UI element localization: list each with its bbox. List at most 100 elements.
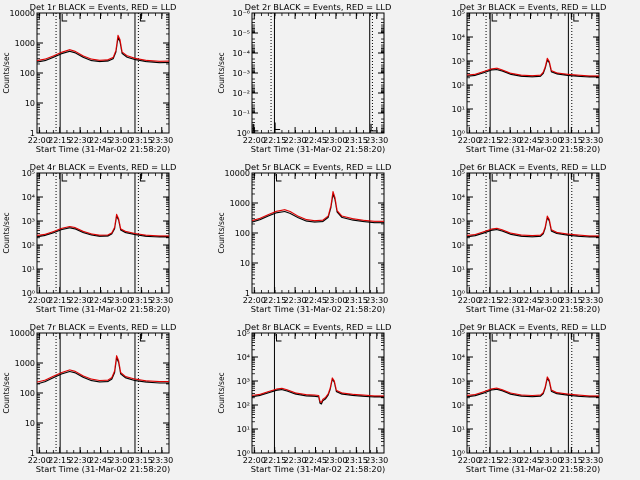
y-tick-label: 1 bbox=[245, 289, 250, 298]
y-tick-label: 10¹ bbox=[452, 425, 465, 434]
x-tick-label: 23:00 bbox=[109, 296, 132, 305]
x-tick-label: 22:30 bbox=[69, 136, 92, 145]
x-tick-label: 23:15 bbox=[130, 456, 153, 465]
panel-det-2r: Det 2r BLACK = Events, RED = LLD 10⁰ 10⁻¹ 1… bbox=[217, 2, 391, 154]
x-tick-label: 23:00 bbox=[539, 136, 562, 145]
x-tick-label: 22:45 bbox=[304, 296, 327, 305]
x-tick-label: 22:00 bbox=[243, 136, 266, 145]
panel-title: Det 2r BLACK = Events, RED = LLD bbox=[245, 2, 392, 12]
y-tick-label: 10⁴ bbox=[452, 353, 465, 362]
x-tick-label: 23:15 bbox=[560, 456, 583, 465]
y-tick-label: 10⁻⁶ bbox=[232, 9, 250, 18]
plot-frame bbox=[466, 172, 600, 294]
y-tick-label: 10³ bbox=[237, 377, 250, 386]
panel-det-4r: Det 4r BLACK = Events, RED = LLD 10⁰ 10¹ 10… bbox=[2, 162, 176, 314]
x-tick-label: 22:00 bbox=[458, 136, 481, 145]
x-tick-label: 22:15 bbox=[48, 456, 71, 465]
y-axis-label: Counts/sec bbox=[2, 212, 11, 253]
y-tick-label: 1000 bbox=[230, 199, 250, 208]
segment-marker bbox=[573, 334, 579, 342]
x-axis-label: Start Time (31-Mar-02 21:58:20) bbox=[466, 304, 600, 314]
panel-det-5r: Det 5r BLACK = Events, RED = LLD 1 10 100 10… bbox=[217, 162, 391, 314]
plot-frame bbox=[36, 332, 170, 454]
x-tick-label: 23:30 bbox=[580, 136, 603, 145]
x-tick-label: 22:45 bbox=[519, 296, 542, 305]
series-events-line bbox=[251, 193, 384, 224]
segment-marker bbox=[274, 122, 281, 131]
y-tick-label: 10⁵ bbox=[237, 329, 250, 338]
panel-det-9r: Det 9r BLACK = Events, RED = LLD 10⁰ 10¹ 10… bbox=[452, 322, 607, 474]
y-tick-label: 10¹ bbox=[237, 425, 250, 434]
series-lld-line bbox=[36, 213, 169, 237]
x-tick-label: 22:00 bbox=[28, 456, 51, 465]
x-tick-label: 22:15 bbox=[478, 136, 501, 145]
y-tick-label: 10⁰ bbox=[452, 289, 465, 298]
x-tick-label: 22:15 bbox=[478, 456, 501, 465]
panel-det-7r: Det 7r BLACK = Events, RED = LLD 1 10 100 10… bbox=[2, 322, 176, 474]
segment-marker bbox=[491, 14, 498, 22]
panel-det-1r: Det 1r BLACK = Events, RED = LLD 1 10 100 10… bbox=[2, 2, 176, 154]
plot-frame bbox=[466, 12, 600, 134]
series-events-line bbox=[466, 216, 599, 238]
x-tick-label: 23:15 bbox=[345, 296, 368, 305]
panel-det-3r: Det 3r BLACK = Events, RED = LLD 10⁰ 10¹ 10… bbox=[452, 2, 607, 154]
y-tick-label: 10³ bbox=[22, 217, 35, 226]
y-tick-label: 10000 bbox=[10, 9, 35, 18]
x-tick-label: 22:30 bbox=[69, 296, 92, 305]
x-axis-label: Start Time (31-Mar-02 21:58:20) bbox=[36, 144, 170, 154]
segment-marker bbox=[61, 14, 68, 22]
panel-title: Det 3r BLACK = Events, RED = LLD bbox=[460, 2, 607, 12]
x-tick-label: 22:30 bbox=[69, 456, 92, 465]
x-tick-label: 22:00 bbox=[458, 456, 481, 465]
plot-frame bbox=[251, 332, 385, 454]
x-axis-label: Start Time (31-Mar-02 21:58:20) bbox=[36, 464, 170, 474]
series-lld-line bbox=[251, 191, 384, 222]
x-tick-label: 22:45 bbox=[519, 136, 542, 145]
y-axis-label: Counts/sec bbox=[2, 372, 11, 413]
x-tick-label: 22:45 bbox=[304, 456, 327, 465]
segment-marker bbox=[573, 14, 579, 22]
x-tick-label: 23:15 bbox=[130, 296, 153, 305]
series-events-line bbox=[36, 215, 169, 238]
x-tick-label: 23:00 bbox=[324, 296, 347, 305]
x-tick-label: 23:15 bbox=[345, 456, 368, 465]
panel-title: Det 4r BLACK = Events, RED = LLD bbox=[30, 162, 177, 172]
segment-marker bbox=[61, 174, 68, 182]
segment-marker bbox=[139, 334, 146, 342]
x-tick-label: 23:30 bbox=[365, 296, 388, 305]
y-tick-label: 10000 bbox=[10, 329, 35, 338]
plot-frame bbox=[36, 12, 170, 134]
series-lld-line bbox=[466, 215, 599, 237]
series-events-line bbox=[466, 59, 599, 78]
x-tick-label: 22:00 bbox=[243, 296, 266, 305]
x-tick-label: 23:00 bbox=[539, 456, 562, 465]
x-tick-label: 22:00 bbox=[28, 136, 51, 145]
segment-marker bbox=[573, 174, 579, 182]
y-tick-label: 10⁻³ bbox=[232, 69, 250, 78]
y-tick-label: 10³ bbox=[452, 217, 465, 226]
panel-title: Det 1r BLACK = Events, RED = LLD bbox=[30, 2, 177, 12]
y-tick-label: 1 bbox=[30, 449, 35, 458]
x-tick-label: 23:30 bbox=[580, 456, 603, 465]
panel-title: Det 8r BLACK = Events, RED = LLD bbox=[245, 322, 392, 332]
x-tick-label: 22:30 bbox=[284, 456, 307, 465]
plot-frame bbox=[251, 172, 385, 294]
y-tick-label: 10⁰ bbox=[237, 129, 250, 138]
y-axis-label: Counts/sec bbox=[2, 52, 11, 93]
segment-marker bbox=[139, 14, 146, 22]
series-lld-line bbox=[466, 376, 599, 397]
y-axis-label: Counts/sec bbox=[217, 212, 226, 253]
y-tick-label: 10¹ bbox=[452, 105, 465, 114]
panel-det-8r: Det 8r BLACK = Events, RED = LLD 10⁰ 10¹ 10… bbox=[217, 322, 391, 474]
y-tick-label: 10 bbox=[240, 259, 250, 268]
segment-marker bbox=[491, 334, 498, 342]
x-tick-label: 22:45 bbox=[89, 296, 112, 305]
x-tick-label: 22:30 bbox=[284, 136, 307, 145]
x-tick-label: 22:00 bbox=[458, 296, 481, 305]
y-tick-label: 10² bbox=[452, 241, 465, 250]
y-tick-label: 10² bbox=[452, 401, 465, 410]
panel-title: Det 5r BLACK = Events, RED = LLD bbox=[245, 162, 392, 172]
y-tick-label: 10⁴ bbox=[237, 353, 250, 362]
x-axis-label: Start Time (31-Mar-02 21:58:20) bbox=[36, 304, 170, 314]
y-tick-label: 10⁴ bbox=[452, 193, 465, 202]
